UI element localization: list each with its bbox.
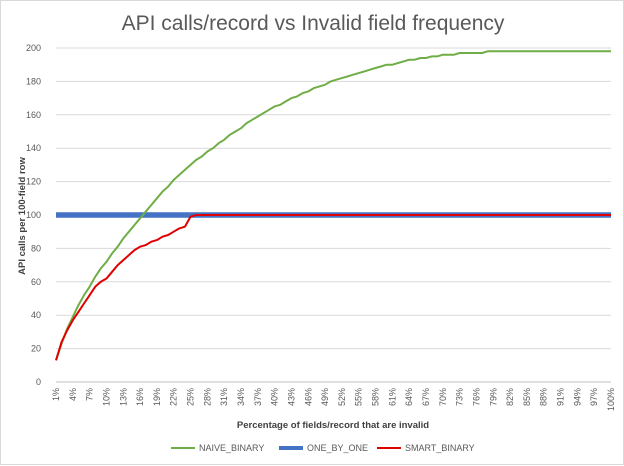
x-tick-label: 46% [303,388,313,406]
x-tick-label: 58% [371,388,381,406]
chart-title: API calls/record vs Invalid field freque… [122,12,505,35]
y-tick-label: 100 [26,210,41,220]
x-tick-label: 100% [606,388,616,411]
x-tick-label: 55% [354,388,364,406]
x-tick-label: 73% [455,388,465,406]
x-tick-labels: 1% 4% 7% 10% 13% 16% 19% 22% 25% 28% 31% 34% 37% 40% 4… [51,388,616,411]
x-tick-label: 70% [438,388,448,406]
x-tick-label: 31% [219,388,229,406]
legend-label: ONE_BY_ONE [307,443,368,453]
x-tick-label: 19% [152,388,162,406]
y-tick-label: 40 [31,310,41,320]
series-line-naive-binary [55,50,611,361]
legend-label: SMART_BINARY [405,443,475,453]
x-tick-label: 16% [135,388,145,406]
x-tick-label: 22% [169,388,179,406]
x-tick-label: 10% [101,388,111,406]
x-tick-label: 61% [387,388,397,406]
x-tick-label: 52% [337,388,347,406]
y-tick-label: 20 [31,344,41,354]
x-tick-label: 37% [253,388,263,406]
x-tick-label: 76% [471,388,481,406]
y-tick-label: 0 [36,377,41,387]
x-axis-title: Percentage of fields/record that are inv… [237,420,429,431]
x-tick-label: 94% [572,388,582,406]
x-tick-label: 85% [522,388,532,406]
x-tick-label: 97% [589,388,599,406]
x-tick-label: 1% [51,388,61,401]
x-tick-label: 7% [85,388,95,401]
y-tick-label: 80 [31,243,41,253]
x-tick-label: 91% [556,388,566,406]
y-tick-labels: 0 20 40 60 80 100 120 140 160 180 200 [26,43,41,387]
y-tick-label: 140 [26,143,41,153]
x-tick-label: 64% [404,388,414,406]
x-tick-label: 25% [186,388,196,406]
x-tick-label: 13% [118,388,128,406]
x-tick-label: 43% [286,388,296,406]
y-tick-label: 200 [26,43,41,53]
y-tick-label: 180 [26,76,41,86]
x-tick-label: 67% [421,388,431,406]
x-tick-label: 88% [539,388,549,406]
series-line-smart-binary [55,214,611,361]
x-tick-label: 34% [236,388,246,406]
series-layer [55,50,611,361]
x-tick-label: 40% [270,388,280,406]
y-tick-label: 60 [31,277,41,287]
x-tick-label: 28% [202,388,212,406]
x-tick-label: 49% [320,388,330,406]
y-tick-label: 160 [26,110,41,120]
legend: NAIVE_BINARY ONE_BY_ONE SMART_BINARY [171,443,475,453]
y-tick-label: 120 [26,177,41,187]
y-axis-title: API calls per 100-field row [17,157,28,275]
x-tick-label: 4% [68,388,78,401]
x-tick-label: 79% [488,388,498,406]
legend-label: NAIVE_BINARY [199,443,264,453]
x-tick-label: 82% [505,388,515,406]
